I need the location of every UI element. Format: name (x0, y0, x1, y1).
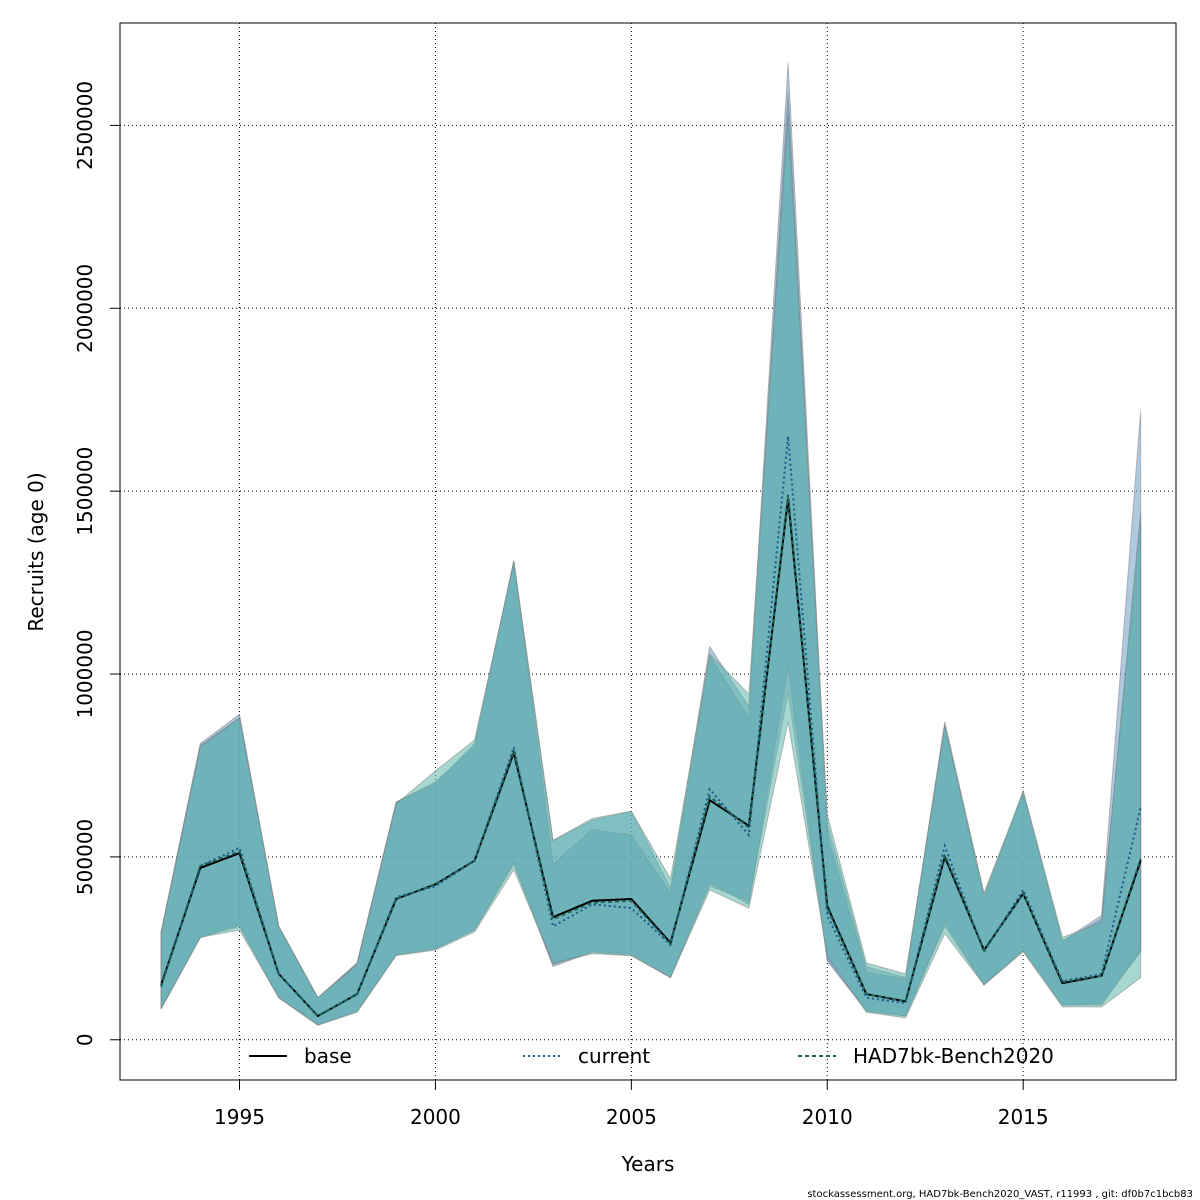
y-tick-label: 2500000 (73, 81, 97, 170)
y-tick-label: 1500000 (73, 447, 97, 536)
confidence-bands (160, 63, 1142, 1026)
y-axis-title: Recruits (age 0) (24, 472, 48, 631)
y-tick-label: 2000000 (73, 264, 97, 353)
y-tick-label: 500000 (73, 819, 97, 895)
legend: base current HAD7bk-Bench2020 (249, 1044, 1054, 1068)
x-tick-label: 1995 (214, 1105, 265, 1129)
series-line-3 (160, 494, 1142, 1018)
x-axis: 1995 2000 2005 2010 2015 (214, 1079, 1049, 1129)
y-tick-label: 0 (73, 1033, 97, 1046)
x-tick-label: 2015 (998, 1105, 1049, 1129)
series-line-2 (160, 436, 1142, 1018)
footer-credit: stockassessment.org, HAD7bk-Bench2020_VA… (807, 1189, 1193, 1200)
legend-label-2: current (578, 1044, 650, 1068)
confidence-band-3 (160, 114, 1142, 1026)
legend-label-3: HAD7bk-Bench2020 (853, 1044, 1054, 1068)
legend-label-1: base (304, 1044, 352, 1068)
x-tick-label: 2000 (410, 1105, 461, 1129)
series-lines (160, 436, 1142, 1018)
y-axis: 0 500000 1000000 1500000 2000000 2500000 (73, 81, 121, 1046)
y-tick-label: 1000000 (73, 629, 97, 718)
grid (120, 23, 1176, 1080)
x-tick-label: 2010 (802, 1105, 853, 1129)
x-tick-label: 2005 (606, 1105, 657, 1129)
x-axis-title: Years (621, 1152, 675, 1176)
